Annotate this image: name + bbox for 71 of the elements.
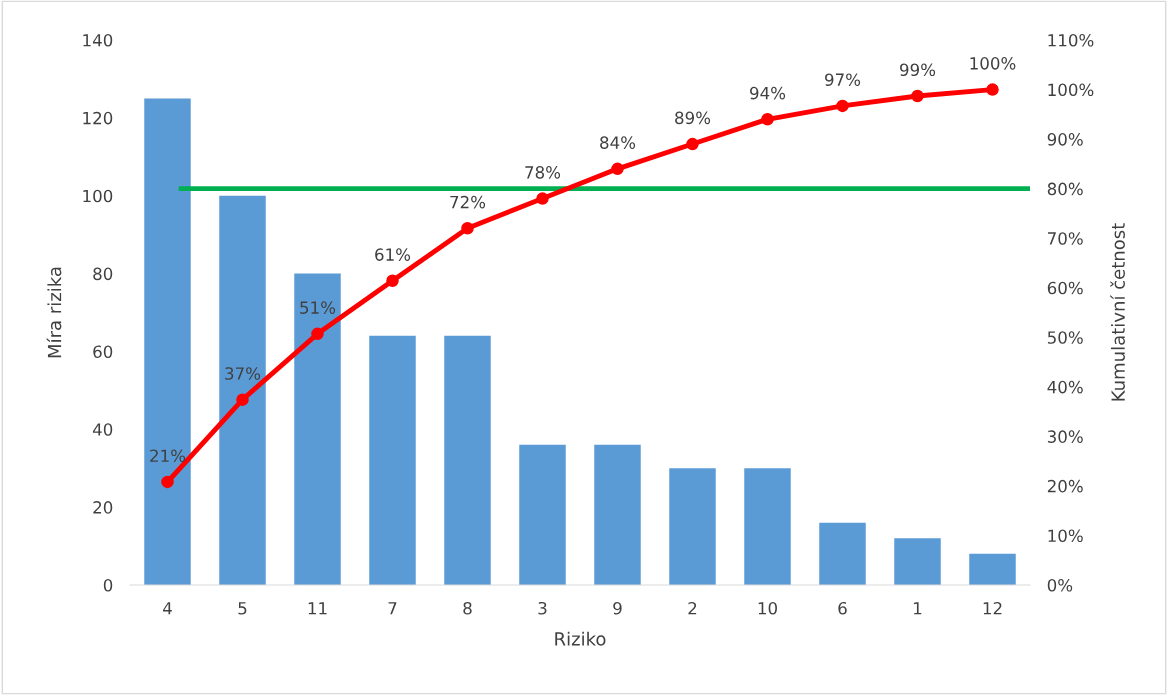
x-tick-label: 1 <box>914 602 922 615</box>
data-label: 37% <box>225 367 261 380</box>
x-tick-label: 7 <box>388 602 397 615</box>
y-tick-label: 60 <box>93 345 113 358</box>
bar <box>519 444 566 585</box>
y2-tick-label: 10% <box>1048 529 1083 543</box>
point <box>986 83 999 96</box>
point <box>161 475 174 489</box>
bar <box>594 444 641 585</box>
y-tick-label: 100 <box>83 189 113 203</box>
bar <box>219 195 266 585</box>
y2-tick-label: 20% <box>1047 479 1083 493</box>
data-label: 78% <box>525 166 561 179</box>
bar <box>144 98 191 585</box>
x-tick-label: 3 <box>538 601 547 615</box>
data-label: 72% <box>450 195 486 209</box>
point <box>911 89 924 103</box>
y2-tick-label: 30% <box>1047 430 1083 443</box>
point <box>386 274 399 288</box>
y2-axis-title: Kumulativní četnost <box>1110 223 1125 401</box>
x-axis-title: Riziko <box>555 631 606 646</box>
point <box>461 222 474 235</box>
y2-tick-label: 50% <box>1047 331 1083 344</box>
y2-tick-label: 80% <box>1047 182 1083 196</box>
data-label: 84% <box>600 136 636 149</box>
data-label: 21% <box>150 449 186 463</box>
data-label: 94% <box>750 86 786 100</box>
bar <box>744 468 791 585</box>
data-label: 61% <box>375 248 411 261</box>
bar <box>669 468 716 585</box>
bar <box>894 538 941 585</box>
y2-tick-label: 0% <box>1047 578 1073 592</box>
point <box>236 393 249 406</box>
point <box>686 137 699 151</box>
y2-tick-label: 100% <box>1048 83 1094 97</box>
point <box>761 113 774 126</box>
x-tick-label: 11 <box>308 602 327 615</box>
bar <box>444 335 491 585</box>
bar <box>294 273 341 585</box>
y-tick-label: 20 <box>93 501 113 514</box>
data-label: 99% <box>900 63 936 77</box>
y2-tick-label: 70% <box>1048 232 1083 245</box>
data-label: 51% <box>300 301 336 314</box>
point <box>311 327 324 341</box>
y-tick-label: 40 <box>92 423 113 436</box>
y-tick-label: 120 <box>83 111 113 125</box>
data-label: 89% <box>675 111 711 125</box>
data-label: 100% <box>970 57 1016 70</box>
bar <box>969 553 1016 585</box>
y2-tick-label: 40% <box>1047 380 1083 394</box>
y2-tick-label: 90% <box>1047 133 1083 146</box>
y2-tick-label: 60% <box>1047 281 1083 295</box>
y-tick-label: 140 <box>83 33 113 47</box>
y-axis-title: Míra rizika <box>46 267 62 358</box>
point <box>836 99 849 113</box>
point <box>536 192 549 205</box>
y-tick-label: 80 <box>93 267 113 281</box>
x-tick-label: 9 <box>613 601 622 615</box>
bar <box>369 335 416 585</box>
x-tick-label: 6 <box>838 601 847 615</box>
x-tick-label: 10 <box>758 601 777 615</box>
x-tick-label: 4 <box>163 602 172 615</box>
data-label: 97% <box>825 73 861 86</box>
point <box>611 162 624 176</box>
x-tick-label: 2 <box>688 601 697 615</box>
x-tick-label: 12 <box>983 601 1002 615</box>
y2-tick-label: 110% <box>1048 33 1094 47</box>
x-tick-label: 8 <box>463 601 472 615</box>
x-tick-label: 5 <box>238 602 247 615</box>
y-tick-label: 0 <box>103 578 113 592</box>
bar <box>819 522 866 585</box>
